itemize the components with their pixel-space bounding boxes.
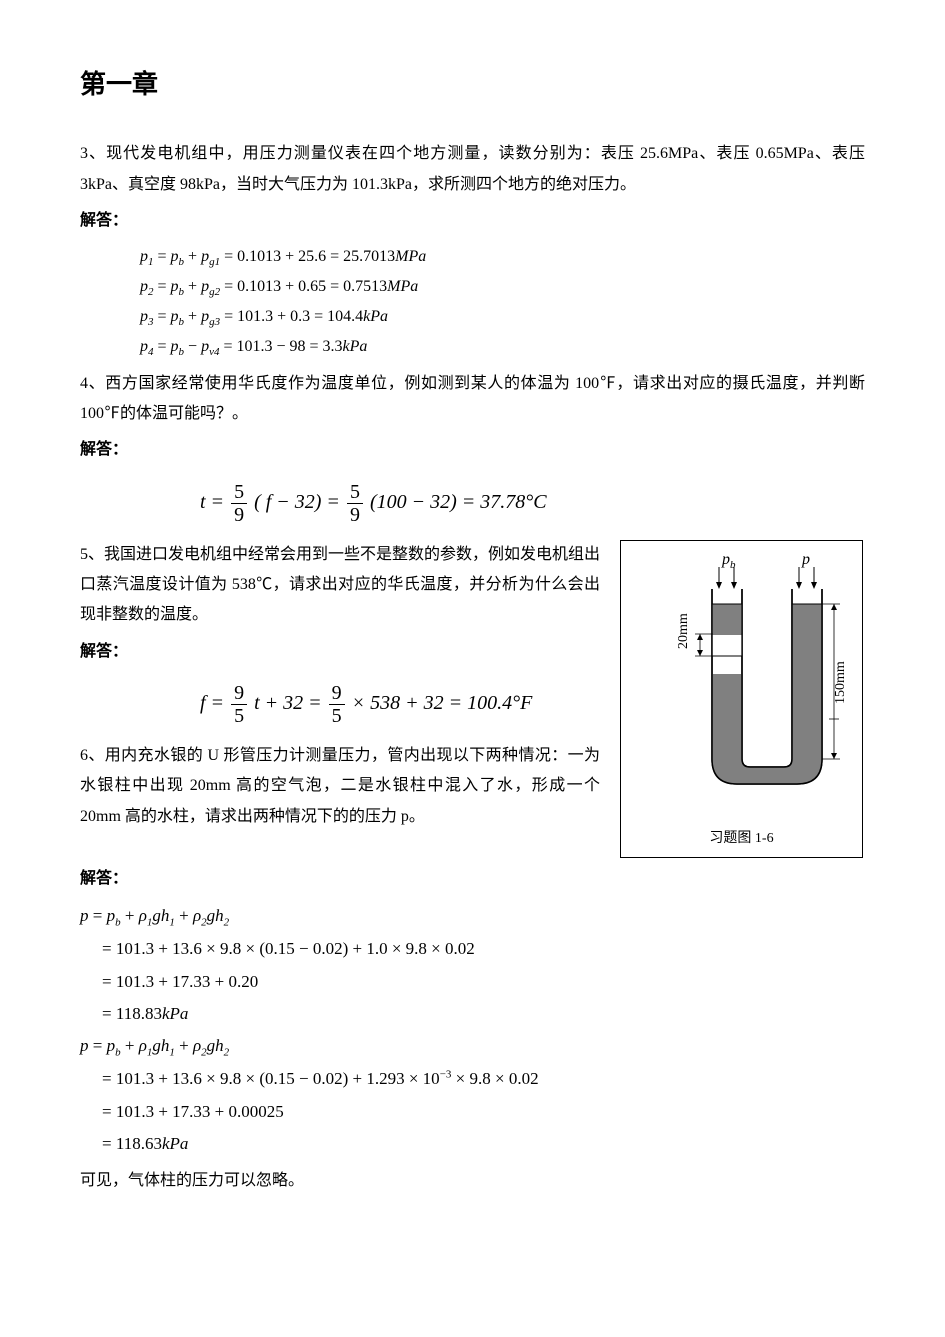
q5-lhs: f = — [200, 692, 224, 714]
q6-l1: p = pb + ρ1gh1 + ρ2gh2 — [80, 900, 865, 933]
q3-eq1: p1 = pb + pg1 = 0.1013 + 25.6 = 25.7013M… — [140, 243, 865, 273]
figure-caption: 习题图 1-6 — [629, 826, 854, 853]
q5-frac-den-2: 5 — [329, 705, 345, 727]
q4-frac-num-2: 5 — [347, 481, 363, 504]
q4-unit: C — [533, 491, 546, 513]
q4-equation: t = 59 ( f − 32) = 59 (100 − 32) = 37.78… — [200, 480, 865, 526]
figure-1-6: p b p — [620, 540, 863, 858]
q6-l3: = 101.3 + 17.33 + 0.20 — [102, 966, 865, 998]
q6-l2: = 101.3 + 13.6 × 9.8 × (0.15 − 0.02) + 1… — [102, 933, 865, 965]
q3-equations: p1 = pb + pg1 = 0.1013 + 25.6 = 25.7013M… — [140, 243, 865, 363]
q3-eq4: p4 = pb − pv4 = 101.3 − 98 = 3.3kPa — [140, 333, 865, 363]
q6-equations: p = pb + ρ1gh1 + ρ2gh2 = 101.3 + 13.6 × … — [80, 900, 865, 1160]
fig-label-pb: p — [721, 551, 730, 568]
q3-answer-label: 解答： — [80, 206, 865, 236]
fig-dim-150mm: 150mm — [833, 661, 847, 704]
q3-eq2: p2 = pb + pg2 = 0.1013 + 0.65 = 0.7513MP… — [140, 273, 865, 303]
q4-answer-label: 解答： — [80, 435, 865, 465]
q5-mid2: × 538 + 32 = 100.4° — [352, 692, 521, 714]
fig-dim-20mm: 20mm — [676, 613, 691, 649]
q4-text: 4、西方国家经常使用华氏度作为温度单位，例如测到某人的体温为 100℉，请求出对… — [80, 369, 865, 430]
q4-frac-num: 5 — [231, 481, 247, 504]
q3-text: 3、现代发电机组中，用压力测量仪表在四个地方测量，读数分别为：表压 25.6MP… — [80, 139, 865, 200]
q6-l6: = 101.3 + 13.6 × 9.8 × (0.15 − 0.02) + 1… — [102, 1063, 865, 1095]
q6-l8: = 118.63kPa — [102, 1128, 865, 1160]
q6-l7: = 101.3 + 17.33 + 0.00025 — [102, 1096, 865, 1128]
q4-mid1: ( f − 32) = — [254, 491, 340, 513]
q4-mid2: (100 − 32) = 37.78° — [370, 491, 533, 513]
q5-frac-num: 9 — [231, 682, 247, 705]
q4-lhs: t = — [200, 491, 224, 513]
q5-mid1: t + 32 = — [254, 692, 322, 714]
q4-frac-den: 9 — [231, 504, 247, 526]
q6-l5: p = pb + ρ1gh1 + ρ2gh2 — [80, 1030, 865, 1063]
chapter-title: 第一章 — [80, 60, 865, 109]
q5-unit: F — [520, 692, 532, 714]
fig-label-p: p — [801, 551, 810, 568]
q5-frac-den: 5 — [231, 705, 247, 727]
q3-eq3: p3 = pb + pg3 = 101.3 + 0.3 = 104.4kPa — [140, 303, 865, 333]
q6-answer-label: 解答： — [80, 864, 865, 894]
fig-label-pb-sub: b — [730, 559, 736, 571]
q6-l4: = 118.83kPa — [102, 998, 865, 1030]
q4-frac-den-2: 9 — [347, 504, 363, 526]
q5-frac-num-2: 9 — [329, 682, 345, 705]
u-tube-svg: p b p — [637, 549, 847, 809]
q6-conclusion: 可见，气体柱的压力可以忽略。 — [80, 1166, 865, 1196]
figure-1-6-container: p b p — [620, 540, 865, 858]
